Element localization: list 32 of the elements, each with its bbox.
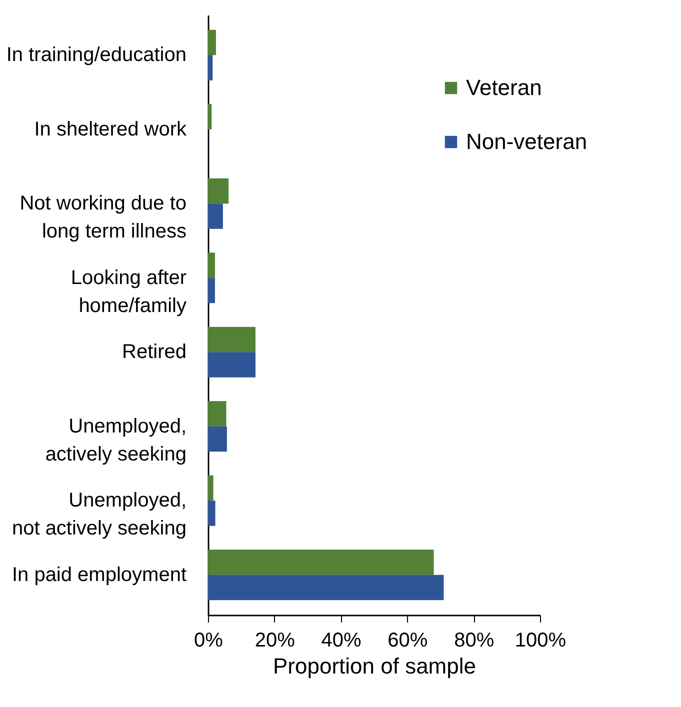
x-tick-label: 40% [321,630,362,652]
bar [208,204,223,229]
x-tick-label: 0% [194,630,224,652]
y-tick-label: In paid employment [12,564,187,586]
bar [208,550,434,575]
y-tick-label: Unemployed, actively seeking [45,415,186,466]
bar [208,326,256,352]
bar [208,352,256,378]
legend-label: Veteran [466,75,542,100]
x-tick-label: 20% [254,630,296,652]
bar [208,278,215,304]
x-axis-title: Proportion of sample [273,654,476,678]
bar [208,252,215,278]
bar [208,55,213,80]
bar [208,574,444,600]
bar [208,178,229,204]
legend-label: Non-veteran [466,129,588,154]
bar [208,30,216,56]
bar [208,426,227,452]
bar [208,401,226,426]
y-tick-label: Unemployed, not actively seeking [12,490,186,540]
y-tick-label: Looking after home/family [70,266,187,317]
y-tick-label: In sheltered work [34,118,188,140]
bar [208,475,214,501]
y-tick-label: In training/education [6,44,186,66]
x-tick-label: 100% [514,630,566,652]
y-tick-label: Not working due to long term illness [20,192,186,243]
x-tick-label: 80% [454,630,494,652]
bar [208,500,216,526]
y-tick-label: Retired [122,341,186,364]
bar [208,104,212,130]
x-tick-label: 60% [388,630,428,652]
